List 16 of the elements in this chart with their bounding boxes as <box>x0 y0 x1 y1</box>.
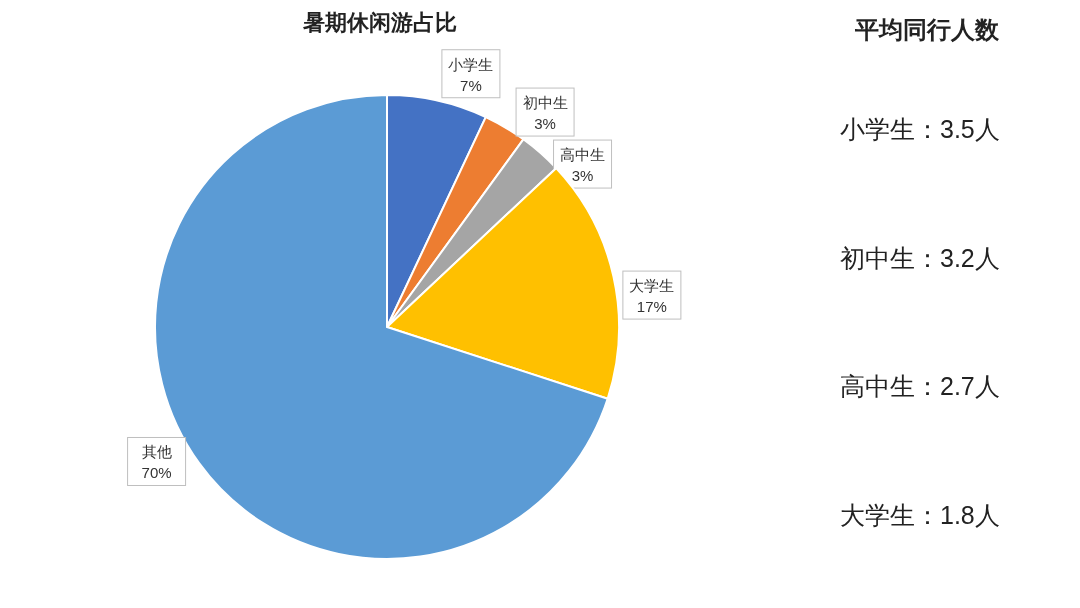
slice-label: 大学生 <box>629 277 675 295</box>
slice-label: 小学生 <box>448 55 494 73</box>
text: 大学生：1.8人 <box>840 500 1000 529</box>
chart-title: 暑期休闲游占比 <box>302 10 457 35</box>
text: 平均同行人数 <box>854 16 1000 43</box>
data-label: 70% <box>141 464 172 482</box>
slice-label: 初中生 <box>522 94 568 112</box>
slice-label: 其他 <box>141 443 172 461</box>
text: 初中生：3.2人 <box>840 243 1000 272</box>
data-label: 3% <box>571 167 594 185</box>
data-label: 17% <box>636 298 667 316</box>
slice-label: 高中生 <box>560 146 606 164</box>
data-label: 7% <box>460 76 482 94</box>
text: 高中生：2.7人 <box>840 372 1000 400</box>
text: 小学生：3.5人 <box>840 115 1000 143</box>
data-label: 3% <box>534 115 556 133</box>
